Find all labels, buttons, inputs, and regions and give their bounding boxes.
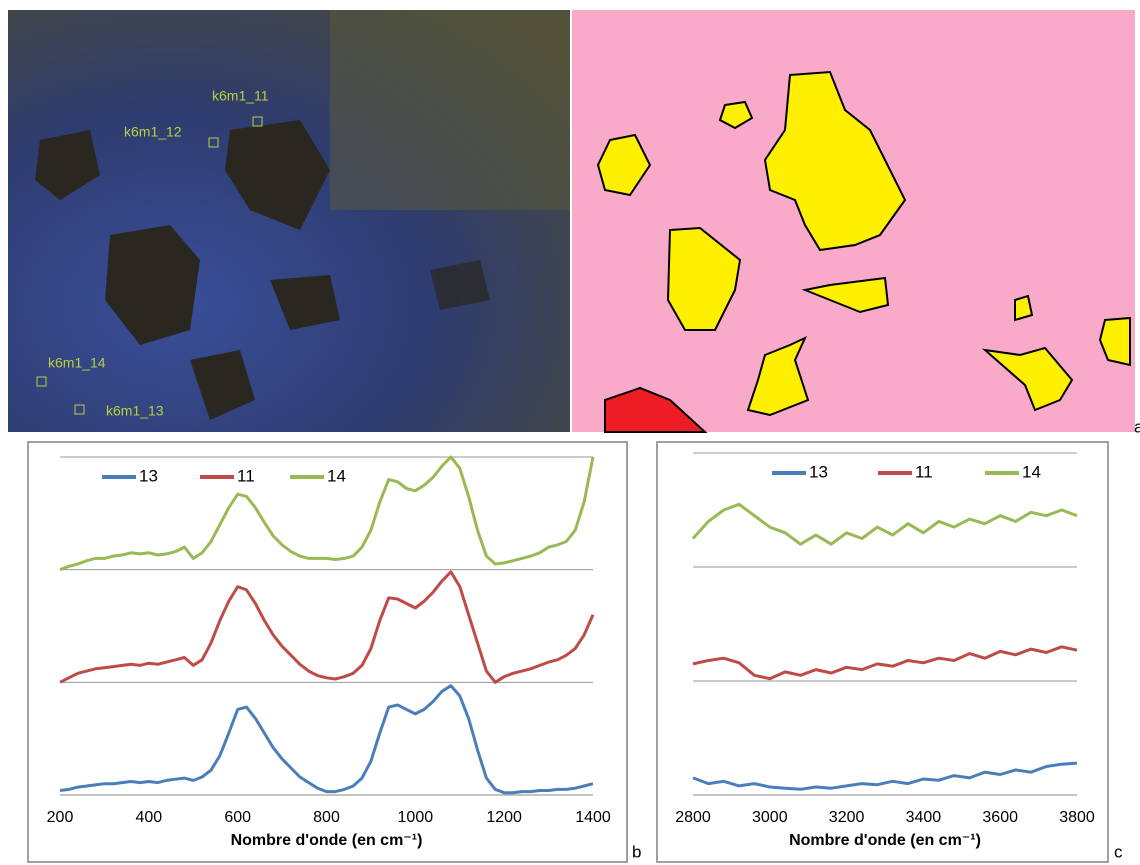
legend-label: 14 [1022,462,1041,481]
micrograph [8,10,570,432]
x-tick-label: 3000 [752,809,788,826]
spot-label: k6m1_13 [106,403,164,419]
legend-label: 11 [915,462,933,481]
chart-frame [656,441,1109,863]
x-tick-label: 3400 [906,809,942,826]
x-tick-label: 3800 [1059,809,1095,826]
legend-label: 14 [327,466,346,485]
spectrum-line [692,761,1078,791]
segmentation-map [572,10,1135,433]
spectrum-line [692,645,1078,681]
x-tick-label: 400 [135,809,162,826]
x-tick-label: 3200 [829,809,865,826]
spot-label: k6m1_11 [212,88,269,104]
spectrum-line [691,502,1078,546]
x-tick-label: 2800 [675,809,711,826]
panel-label: b [632,842,641,861]
panel-label: a [1134,417,1140,436]
x-axis-label: Nombre d'onde (en cm⁻¹) [231,832,423,849]
spectrum-line [59,570,595,684]
legend-label: 11 [237,466,255,485]
spot-label: k6m1_14 [48,355,106,371]
panel-label: c [1114,842,1123,861]
spot-label: k6m1_12 [124,124,182,140]
legend-label: 13 [809,462,828,481]
x-tick-label: 1200 [486,809,522,826]
x-tick-label: 600 [224,809,251,826]
x-tick-label: 200 [47,809,74,826]
x-tick-label: 800 [313,809,340,826]
chart-frame [27,441,628,863]
x-tick-label: 1000 [398,809,434,826]
x-axis-label: Nombre d'onde (en cm⁻¹) [789,832,981,849]
spectrum-line [59,684,594,795]
x-tick-label: 3600 [982,809,1018,826]
legend-label: 13 [139,466,158,485]
x-tick-label: 1400 [575,809,611,826]
spectrum-line [59,455,595,572]
